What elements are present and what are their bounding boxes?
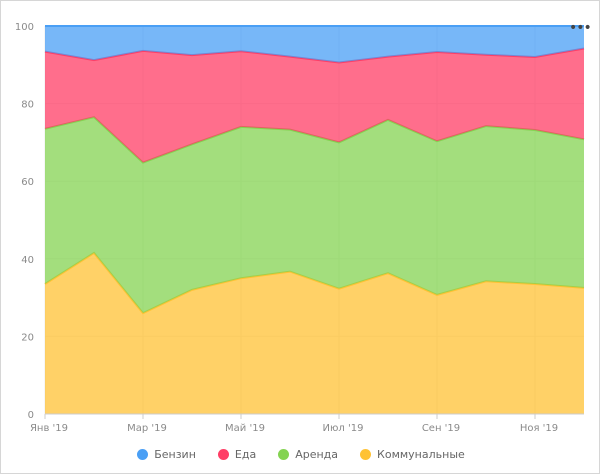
y-tick-label: 20 [21,332,34,343]
legend-label: Бензин [154,448,196,461]
legend-label: Еда [234,448,257,461]
area-Коммунальные [45,252,584,414]
area-Еда [45,48,584,163]
y-tick-label: 100 [15,22,34,33]
legend-item[interactable]: Коммунальные [360,448,465,461]
x-tick-label: Мар '19 [127,423,167,434]
x-tick-label: Янв '19 [30,423,68,434]
more-horizontal-icon[interactable]: ••• [569,20,592,36]
legend-marker-icon [360,449,372,460]
legend-label: Аренда [295,448,339,461]
x-tick-label: Сен '19 [422,423,460,434]
x-tick-label: Ноя '19 [520,423,558,434]
area-Бензин [45,26,584,63]
y-tick-label: 80 [21,100,34,111]
legend-item[interactable]: Аренда [278,448,338,461]
y-tick-label: 40 [21,255,34,266]
y-tick-label: 0 [28,410,34,421]
x-tick-label: Май '19 [225,423,265,434]
legend-item[interactable]: Еда [217,448,257,461]
legend-item[interactable]: Бензин [137,448,196,461]
x-tick-label: Июл '19 [323,423,364,434]
y-tick-label: 60 [21,177,34,188]
legend: Бензин Еда Аренда Коммунальные [1,448,600,461]
legend-marker-icon [137,449,149,460]
area-Аренда [45,117,584,314]
legend-marker-icon [278,449,290,460]
legend-marker-icon [217,449,229,460]
legend-label: Коммунальные [377,448,465,461]
